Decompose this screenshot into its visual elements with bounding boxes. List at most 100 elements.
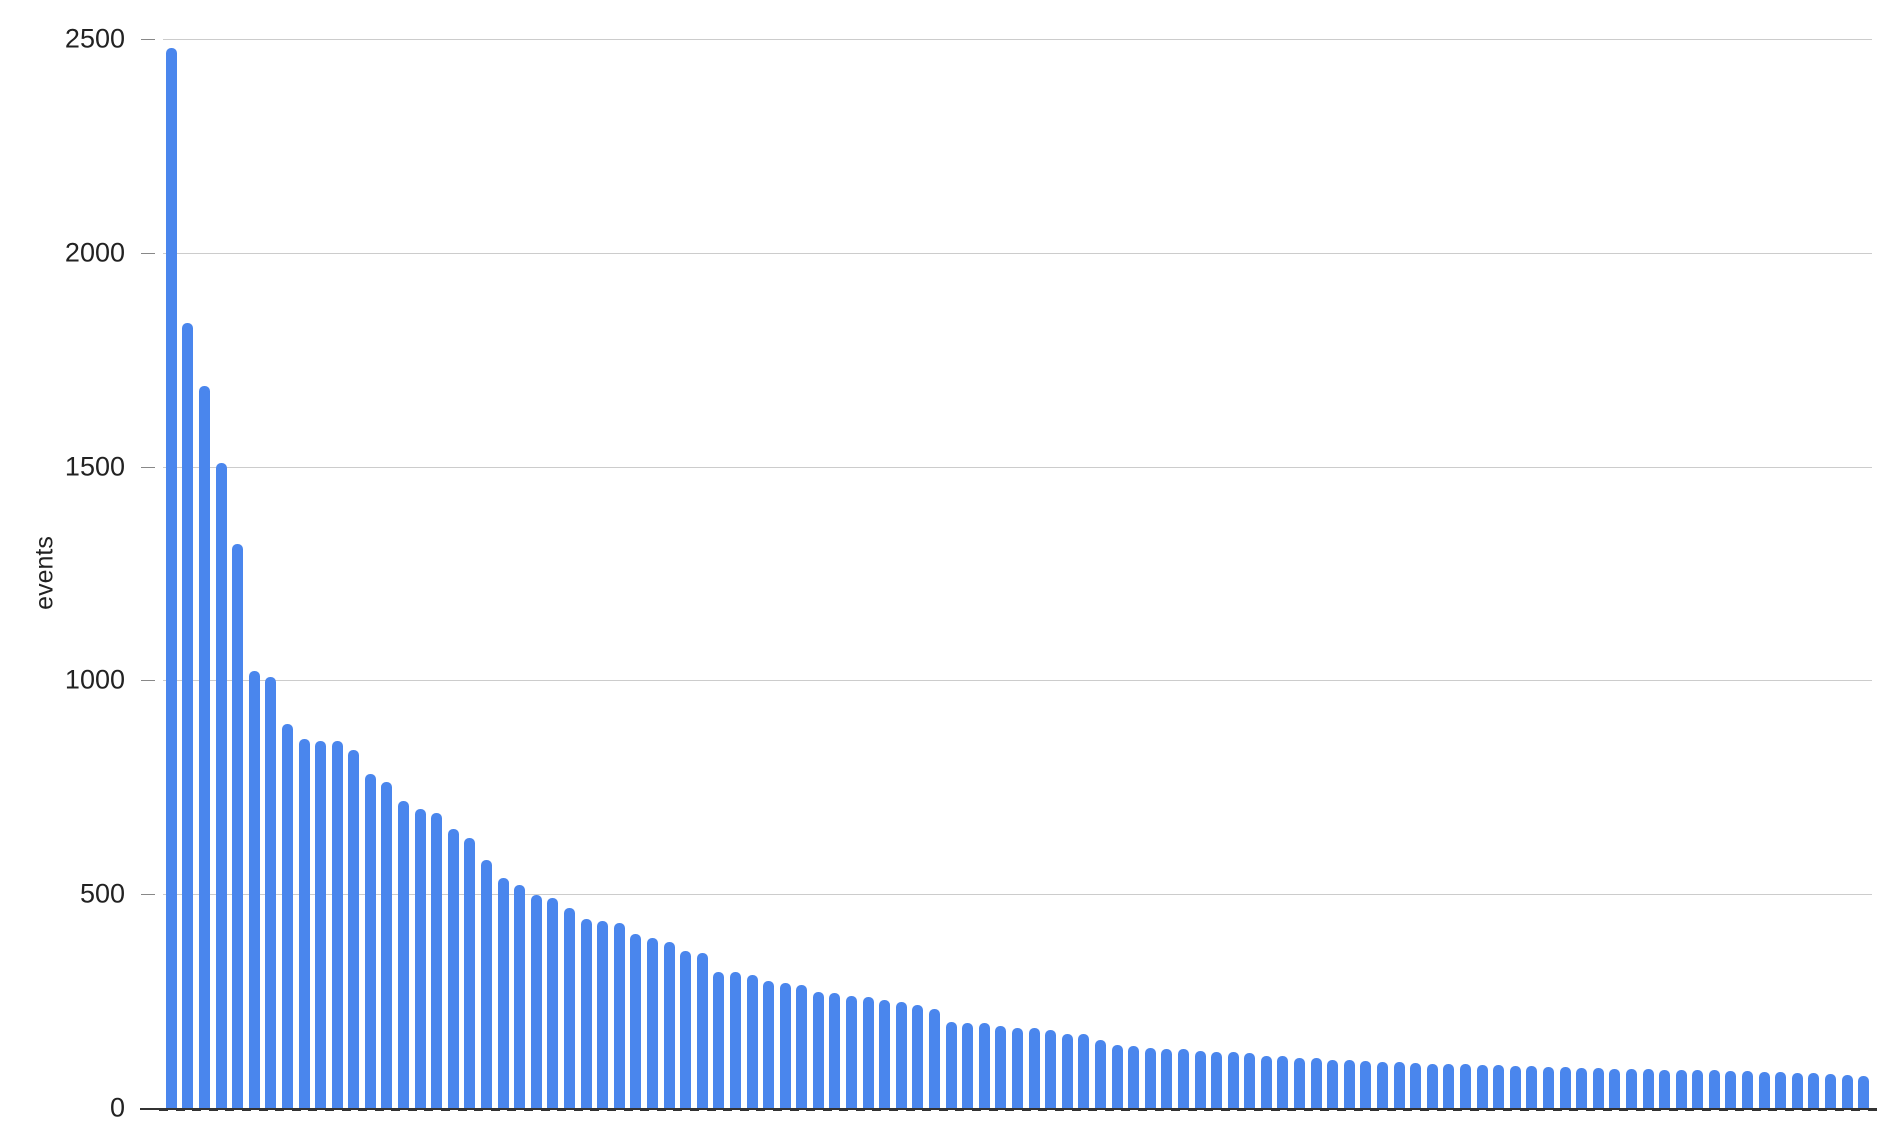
bar[interactable] [1459, 1064, 1471, 1108]
bar[interactable] [879, 1000, 891, 1108]
bar[interactable] [1725, 1071, 1737, 1108]
bar[interactable] [862, 996, 874, 1108]
bar[interactable] [315, 741, 327, 1108]
bar[interactable] [398, 800, 410, 1108]
bar[interactable] [1028, 1028, 1040, 1108]
bar[interactable] [680, 950, 692, 1108]
bar[interactable] [1526, 1066, 1538, 1108]
bar[interactable] [447, 829, 459, 1108]
bar[interactable] [1045, 1030, 1057, 1108]
bar[interactable] [281, 724, 293, 1108]
bar[interactable] [1443, 1063, 1455, 1108]
bar[interactable] [464, 837, 476, 1108]
bar[interactable] [1559, 1066, 1571, 1108]
bar[interactable] [1642, 1068, 1654, 1108]
bar[interactable] [331, 741, 343, 1108]
bar[interactable] [1708, 1070, 1720, 1108]
bar[interactable] [746, 974, 758, 1108]
bar[interactable] [198, 386, 210, 1108]
bar[interactable] [895, 1001, 907, 1108]
bar[interactable] [962, 1023, 974, 1108]
bar[interactable] [1758, 1072, 1770, 1108]
bar[interactable] [630, 933, 642, 1108]
bar[interactable] [1476, 1065, 1488, 1108]
bar[interactable] [182, 323, 194, 1108]
bar[interactable] [1177, 1049, 1189, 1108]
bar[interactable] [1094, 1039, 1106, 1108]
bar[interactable] [1493, 1065, 1505, 1108]
bar[interactable] [530, 895, 542, 1108]
bar[interactable] [1426, 1063, 1438, 1108]
bar[interactable] [829, 993, 841, 1108]
bar[interactable] [1078, 1034, 1090, 1108]
bar[interactable] [364, 773, 376, 1108]
bar[interactable] [215, 463, 227, 1108]
bar[interactable] [547, 897, 559, 1108]
bar[interactable] [1659, 1069, 1671, 1108]
bar[interactable] [1360, 1060, 1372, 1108]
bar[interactable] [298, 739, 310, 1108]
bar[interactable] [1310, 1058, 1322, 1108]
bar[interactable] [763, 980, 775, 1108]
bar[interactable] [796, 984, 808, 1108]
bar[interactable] [1692, 1070, 1704, 1108]
bar[interactable] [1128, 1046, 1140, 1108]
bar[interactable] [613, 923, 625, 1108]
bar[interactable] [1012, 1027, 1023, 1108]
bar[interactable] [1377, 1061, 1389, 1108]
bar[interactable] [381, 782, 393, 1108]
bar[interactable] [646, 937, 658, 1108]
bar[interactable] [1808, 1072, 1820, 1108]
bar[interactable] [1858, 1075, 1870, 1108]
bar[interactable] [1393, 1061, 1405, 1108]
bar[interactable] [414, 808, 426, 1108]
bar[interactable] [1775, 1072, 1787, 1108]
bar[interactable] [1791, 1072, 1803, 1108]
bar[interactable] [779, 983, 791, 1108]
bar[interactable] [846, 995, 858, 1108]
bar[interactable] [663, 942, 675, 1108]
bar[interactable] [1294, 1057, 1306, 1108]
bar[interactable] [1592, 1067, 1604, 1108]
bar[interactable] [1542, 1066, 1554, 1108]
bar[interactable] [1609, 1068, 1621, 1108]
bar[interactable] [1841, 1074, 1853, 1108]
bar[interactable] [1343, 1060, 1355, 1108]
bar[interactable] [1111, 1044, 1123, 1108]
bar[interactable] [1144, 1048, 1156, 1108]
bar[interactable] [713, 972, 725, 1108]
bar[interactable] [564, 907, 575, 1108]
bar[interactable] [812, 991, 824, 1108]
bar[interactable] [1211, 1051, 1223, 1108]
bar[interactable] [580, 919, 592, 1108]
bar[interactable] [165, 47, 177, 1108]
bar[interactable] [945, 1022, 957, 1108]
bar[interactable] [597, 920, 609, 1108]
bar[interactable] [1244, 1053, 1256, 1108]
bar[interactable] [431, 812, 443, 1108]
bar[interactable] [248, 671, 260, 1108]
bar[interactable] [1061, 1034, 1073, 1108]
bar[interactable] [1227, 1052, 1239, 1108]
bar[interactable] [1576, 1067, 1588, 1108]
bar[interactable] [1625, 1068, 1637, 1108]
bar[interactable] [978, 1023, 990, 1108]
bar[interactable] [696, 953, 708, 1108]
bar[interactable] [232, 544, 244, 1108]
bar[interactable] [929, 1008, 941, 1108]
bar[interactable] [1509, 1066, 1521, 1108]
bar[interactable] [1260, 1055, 1272, 1108]
bar[interactable] [1161, 1049, 1173, 1108]
bar[interactable] [481, 860, 493, 1108]
bar[interactable] [1675, 1069, 1687, 1108]
bar[interactable] [514, 884, 526, 1108]
bar[interactable] [1410, 1062, 1422, 1108]
bar[interactable] [265, 676, 277, 1108]
bar[interactable] [729, 972, 741, 1108]
bar[interactable] [1825, 1073, 1837, 1108]
bar[interactable] [995, 1025, 1007, 1108]
bar[interactable] [1327, 1060, 1339, 1108]
bar[interactable] [1277, 1055, 1289, 1108]
bar[interactable] [1742, 1071, 1754, 1108]
bar[interactable] [348, 749, 360, 1108]
